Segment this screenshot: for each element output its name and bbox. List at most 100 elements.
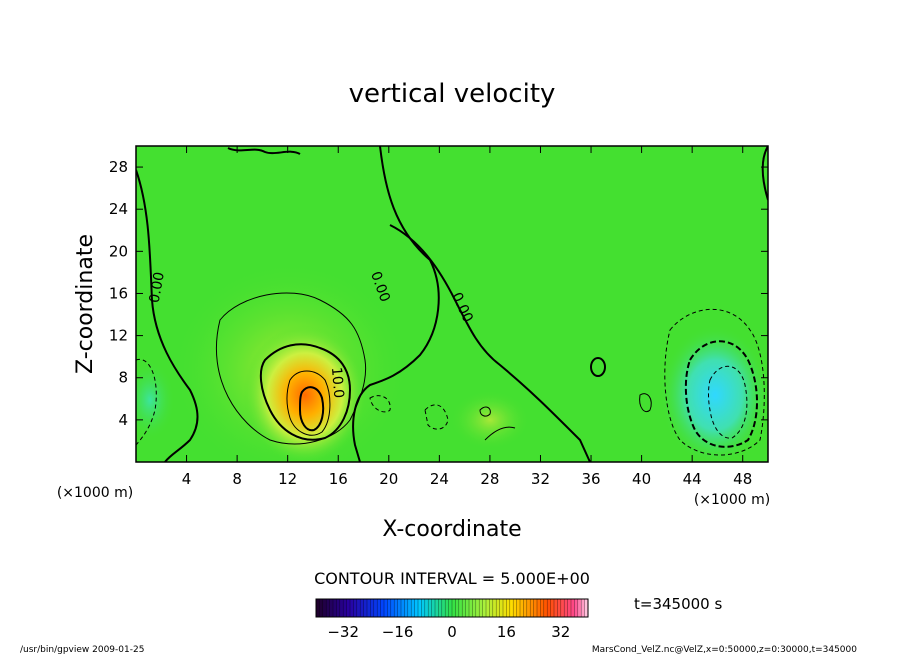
contour-thin-diag	[484, 426, 516, 441]
contour-small-cell-a	[590, 357, 606, 377]
contour-lines	[136, 146, 768, 462]
y-tick-label: 24	[109, 200, 128, 218]
contour-dash-mid	[424, 404, 449, 430]
colorbar-cell	[472, 599, 477, 617]
x-tick-label: 8	[232, 470, 242, 488]
x-axis-label: X-coordinate	[382, 517, 521, 542]
contour-small-cell-b	[479, 406, 491, 417]
colorbar-cell	[571, 599, 575, 617]
colorbar-tick-label: 0	[447, 623, 457, 641]
y-axis-label: Z-coordinate	[73, 234, 98, 374]
chart-title: vertical velocity	[349, 79, 556, 109]
colorbar-cell	[367, 599, 371, 617]
colorbar-cell	[428, 599, 433, 617]
field-minor-updraft	[450, 390, 530, 450]
colorbar-cell	[516, 599, 521, 617]
colorbar-cell	[350, 599, 354, 617]
colorbar-cell	[560, 599, 565, 617]
colorbar-cell	[492, 599, 497, 617]
contour-20	[298, 386, 325, 432]
x-tick-label: 16	[329, 470, 348, 488]
colorbar-cell	[319, 599, 324, 617]
colorbar-cell	[322, 599, 327, 617]
colorbar-cell	[336, 599, 341, 617]
x-tick-label: 44	[683, 470, 702, 488]
y-tick-label: 28	[109, 158, 128, 176]
x-tick-label: 4	[182, 470, 192, 488]
colorbar-tick-label: −32	[327, 623, 359, 641]
colorbar-cell	[384, 599, 388, 617]
colorbar-cell	[390, 599, 395, 617]
colorbar-cell	[554, 599, 558, 617]
contour-10	[259, 343, 352, 441]
colorbar-cell	[411, 599, 416, 617]
colorbar-cell	[526, 599, 531, 617]
contour-neg-left	[136, 358, 157, 446]
colorbar-cell	[377, 599, 382, 617]
x-axis-ticks: 4 8 12 16 20 24 28 32 36 40 44 48	[182, 146, 752, 488]
colorbar-cell	[574, 599, 579, 617]
colorbar-cell	[482, 599, 487, 617]
footer-left: /usr/bin/gpview 2009-01-25	[20, 645, 144, 654]
contour-label: 10.0	[328, 366, 347, 398]
colorbar-cell	[496, 599, 501, 617]
colorbar-cell	[475, 599, 480, 617]
colorbar-cell	[489, 599, 494, 617]
colorbar-cell	[373, 599, 378, 617]
contour-neg-15-right	[708, 365, 748, 439]
colorbar-cell	[581, 599, 586, 617]
contour-zero-mid	[352, 146, 440, 462]
plot-frame	[135, 145, 769, 463]
colorbar-cell	[509, 599, 514, 617]
colorbar-cell	[424, 599, 429, 617]
colorbar-cell	[343, 599, 348, 617]
y-tick-label: 12	[109, 327, 128, 345]
colorbar-tick-label: 32	[551, 623, 570, 641]
colorbar-cell	[523, 599, 528, 617]
colorbar-cell	[407, 599, 412, 617]
colorbar-cell	[316, 599, 320, 617]
colorbar-cell	[387, 599, 392, 617]
colorbar-cell	[363, 599, 368, 617]
colorbar-cell	[547, 599, 552, 617]
field-downdraft	[660, 325, 768, 462]
colorbar	[315, 598, 589, 618]
colorbar-cell	[584, 599, 589, 617]
x-tick-label: 20	[379, 470, 398, 488]
colorbar-cell	[479, 599, 484, 617]
colorbar-cell	[329, 599, 334, 617]
colorbar-cell	[370, 599, 375, 617]
colorbar-cell	[458, 599, 463, 617]
colorbar-cell	[346, 599, 351, 617]
x-tick-label: 12	[278, 470, 297, 488]
contour-5	[215, 292, 367, 445]
colorbar-cell	[486, 599, 490, 617]
colorbar-cell	[353, 599, 358, 617]
field-minor-downdraft	[136, 360, 175, 440]
colorbar-cell	[462, 599, 467, 617]
colorbar-cell	[339, 599, 344, 617]
colorbar-cell	[537, 599, 541, 617]
x-tick-label: 40	[632, 470, 651, 488]
contour-small-cell-c	[639, 393, 652, 413]
colorbar-cell	[577, 599, 582, 617]
y-axis-ticks: 4 8 12 16 20 24 28	[109, 158, 768, 429]
contour-zero-right	[389, 224, 591, 462]
colorbar-cell	[445, 599, 450, 617]
colorbar-cell	[448, 599, 453, 617]
colorbar-tick-label: −16	[382, 623, 414, 641]
colorbar-cell	[540, 599, 545, 617]
field-updraft-core	[243, 325, 367, 462]
y-tick-label: 8	[118, 369, 128, 387]
colorbar-frame	[315, 598, 589, 618]
contour-right-top	[761, 146, 768, 201]
colorbar-cell	[441, 599, 446, 617]
contour-top-wiggle	[227, 147, 301, 155]
colorbar-cell	[499, 599, 504, 617]
colorbar-cell	[401, 599, 405, 617]
colorbar-cell	[455, 599, 460, 617]
x-unit-right: (×1000 m)	[694, 492, 770, 508]
colorbar-cell	[326, 599, 331, 617]
colorbar-cell	[465, 599, 470, 617]
